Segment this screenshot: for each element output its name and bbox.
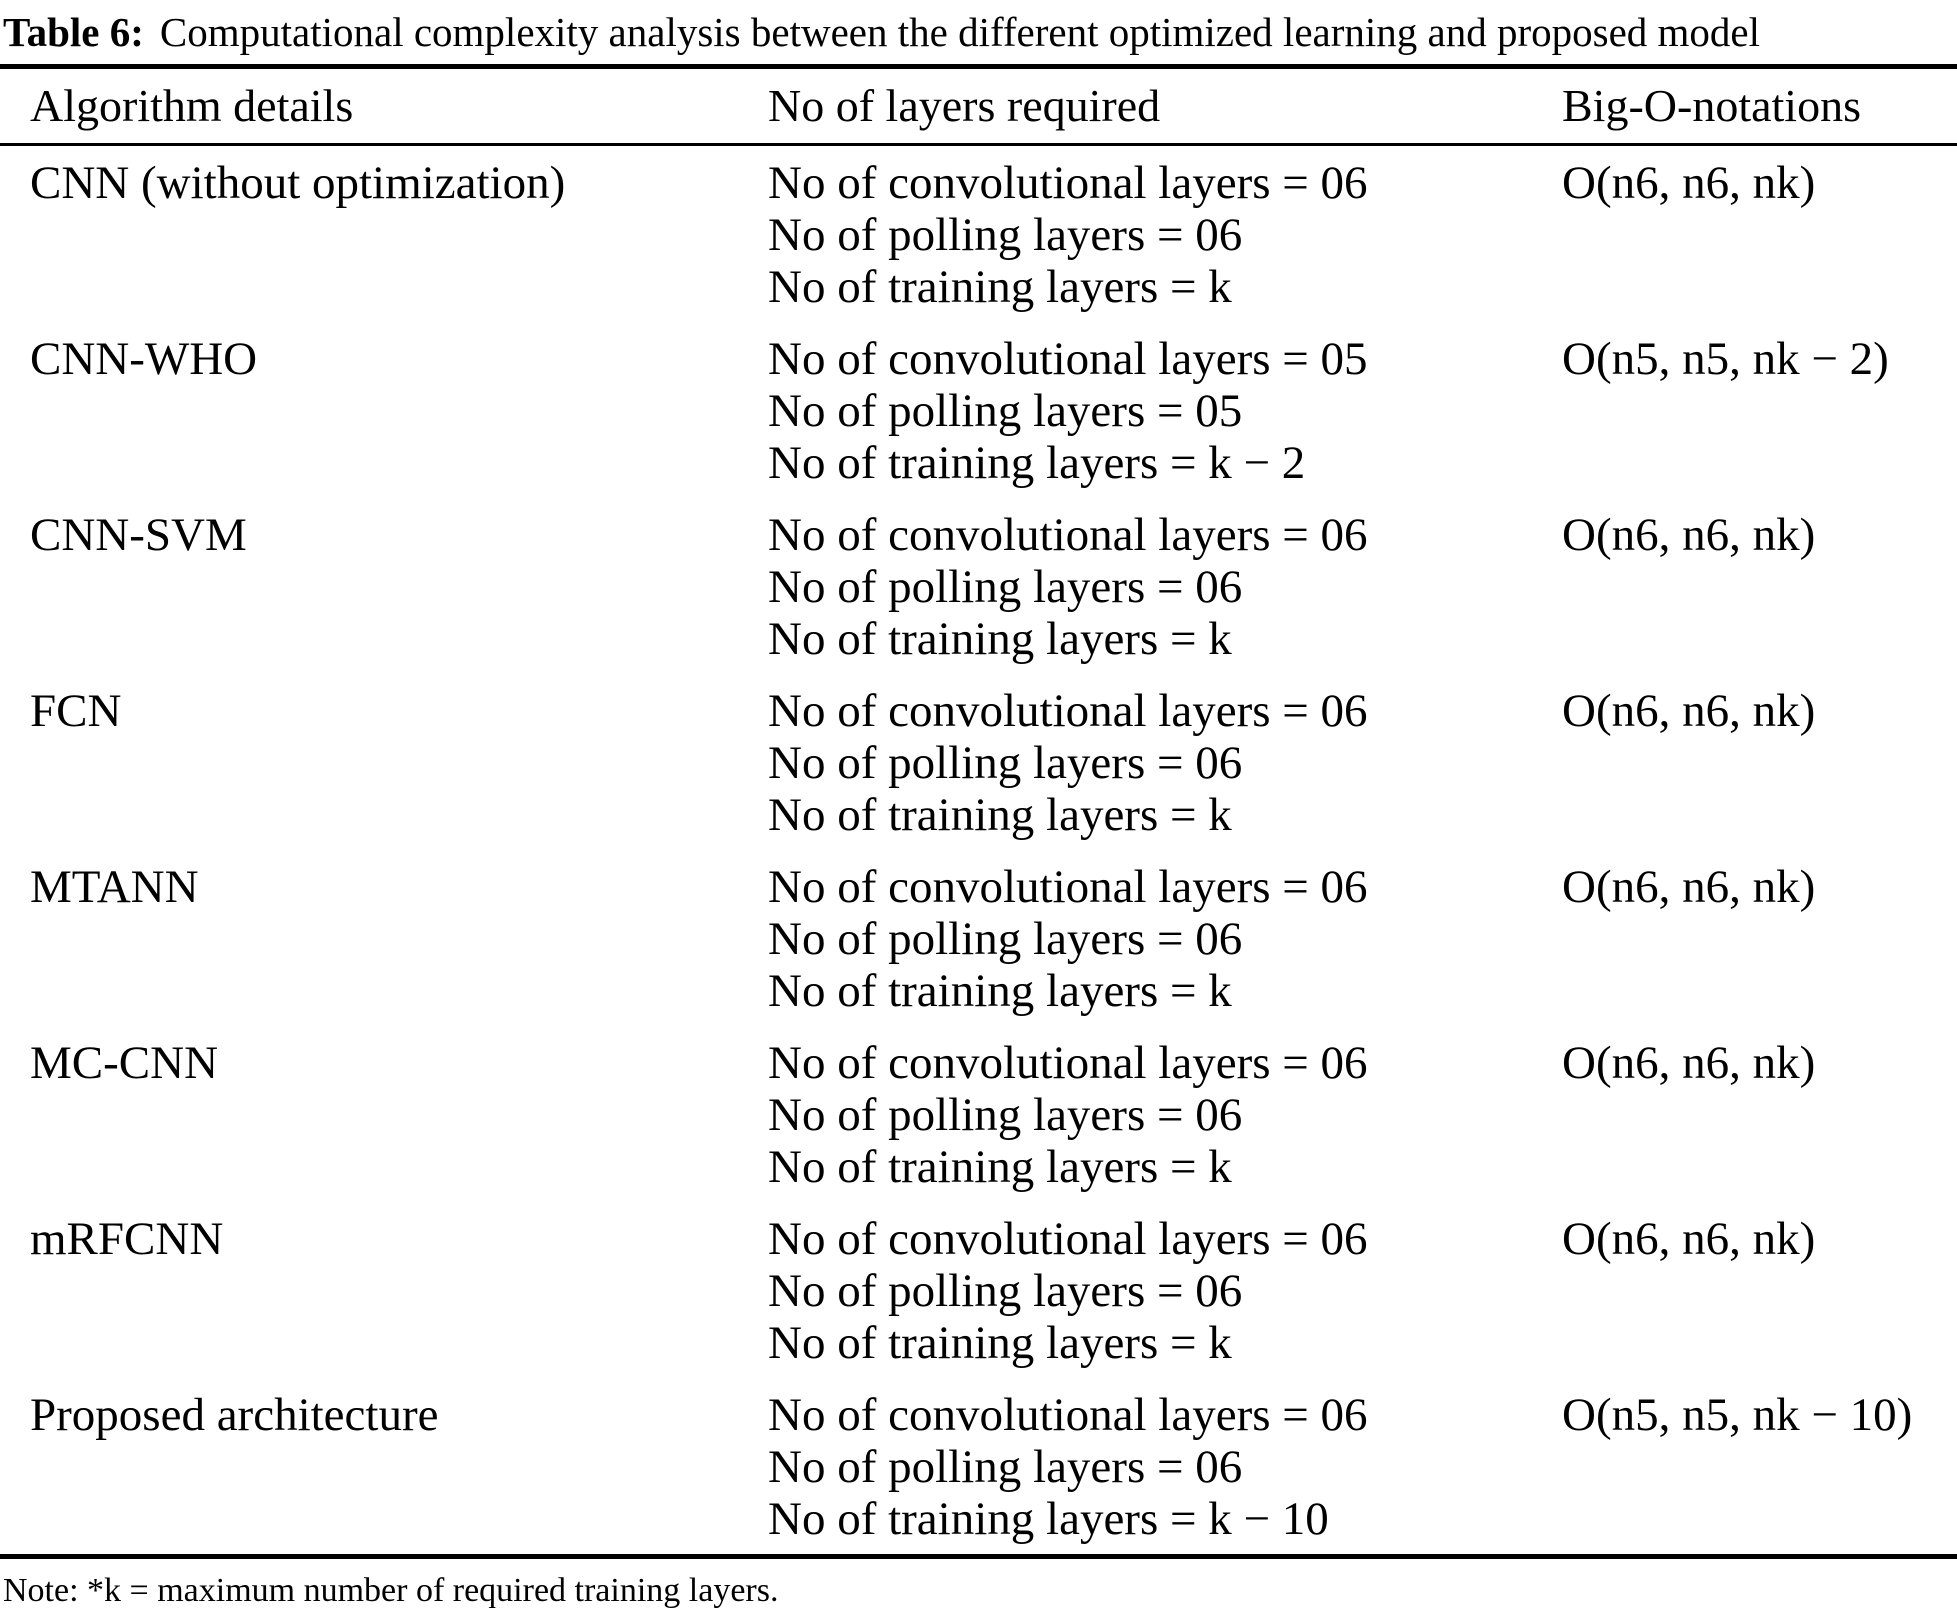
layers-line: No of convolutional layers = 06 [768,685,1368,737]
layers-line: No of training layers = k [768,613,1232,665]
layers-cell: No of convolutional layers = 06 No of po… [768,1389,1562,1545]
layers-line: No of polling layers = 05 [768,385,1243,437]
algorithm-cell: CNN-SVM [30,509,247,561]
big-o-cell: O(n5, n5, nk − 2) [1562,333,1889,385]
table-row: mRFCNN No of convolutional layers = 06 N… [0,1202,1957,1378]
table-row: Proposed architecture No of convolutiona… [0,1378,1957,1554]
layers-line: No of convolutional layers = 06 [768,157,1368,209]
layers-line: No of training layers = k [768,261,1232,313]
table-caption-text: Computational complexity analysis betwee… [159,9,1760,55]
layers-line: No of polling layers = 06 [768,737,1243,789]
table-row: FCN No of convolutional layers = 06 No o… [0,674,1957,850]
layers-cell: No of convolutional layers = 05 No of po… [768,333,1562,489]
algorithm-cell: mRFCNN [30,1213,224,1265]
layers-line: No of polling layers = 06 [768,1265,1243,1317]
big-o-cell: O(n6, n6, nk) [1562,1037,1816,1089]
big-o-cell: O(n6, n6, nk) [1562,157,1816,209]
table-note: Note: *k = maximum number of required tr… [3,1572,779,1609]
layers-cell: No of convolutional layers = 06 No of po… [768,1037,1562,1193]
layers-line: No of convolutional layers = 06 [768,1037,1368,1089]
layers-line: No of polling layers = 06 [768,209,1243,261]
layers-cell: No of convolutional layers = 06 No of po… [768,1213,1562,1369]
algorithm-cell: CNN-WHO [30,333,258,385]
algorithm-cell: Proposed architecture [30,1389,439,1441]
big-o-cell: O(n6, n6, nk) [1562,861,1816,913]
big-o-cell: O(n5, n5, nk − 10) [1562,1389,1913,1441]
table-header-row: Algorithm details No of layers required … [0,69,1957,143]
table-top-rule [0,64,1957,69]
table-row: CNN-SVM No of convolutional layers = 06 … [0,498,1957,674]
column-header-algorithm-details: Algorithm details [30,80,354,131]
layers-line: No of training layers = k [768,965,1232,1017]
layers-line: No of training layers = k [768,789,1232,841]
big-o-cell: O(n6, n6, nk) [1562,685,1816,737]
table-row: CNN-WHO No of convolutional layers = 05 … [0,322,1957,498]
layers-line: No of convolutional layers = 06 [768,1389,1368,1441]
layers-line: No of polling layers = 06 [768,1441,1243,1493]
table-row: MC-CNN No of convolutional layers = 06 N… [0,1026,1957,1202]
layers-line: No of polling layers = 06 [768,561,1243,613]
layers-cell: No of convolutional layers = 06 No of po… [768,157,1562,313]
table-row: MTANN No of convolutional layers = 06 No… [0,850,1957,1026]
layers-line: No of convolutional layers = 06 [768,861,1368,913]
column-header-big-o-notations: Big-O-notations [1562,80,1861,131]
algorithm-cell: MTANN [30,861,199,913]
layers-line: No of polling layers = 06 [768,1089,1243,1141]
algorithm-cell: CNN (without optimization) [30,157,566,209]
table-body: CNN (without optimization) No of convolu… [0,146,1957,1554]
table-bottom-rule [0,1554,1957,1559]
layers-line: No of convolutional layers = 05 [768,333,1368,385]
table-caption-label: Table 6: [3,9,144,55]
table-row: CNN (without optimization) No of convolu… [0,146,1957,322]
table-caption: Table 6: Computational complexity analysi… [0,0,1957,64]
layers-cell: No of convolutional layers = 06 No of po… [768,685,1562,841]
layers-cell: No of convolutional layers = 06 No of po… [768,509,1562,665]
header-separator-rule [0,143,1957,146]
layers-line: No of training layers = k − 10 [768,1493,1329,1545]
column-header-layers-required: No of layers required [768,80,1161,131]
big-o-cell: O(n6, n6, nk) [1562,509,1816,561]
layers-cell: No of convolutional layers = 06 No of po… [768,861,1562,1017]
layers-line: No of convolutional layers = 06 [768,509,1368,561]
layers-line: No of convolutional layers = 06 [768,1213,1368,1265]
layers-line: No of polling layers = 06 [768,913,1243,965]
algorithm-cell: MC-CNN [30,1037,219,1089]
layers-line: No of training layers = k − 2 [768,437,1306,489]
algorithm-cell: FCN [30,685,122,737]
layers-line: No of training layers = k [768,1317,1232,1369]
layers-line: No of training layers = k [768,1141,1232,1193]
big-o-cell: O(n6, n6, nk) [1562,1213,1816,1265]
